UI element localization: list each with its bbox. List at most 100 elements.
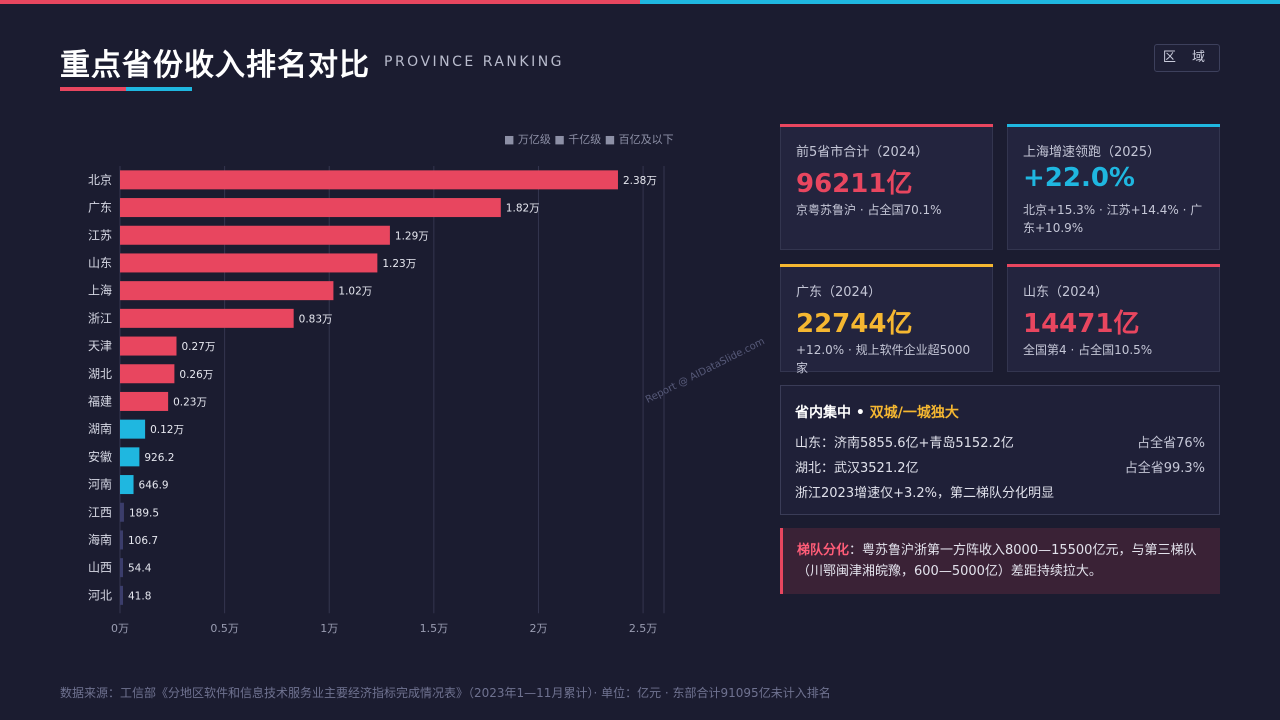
tier-callout: 梯队分化：粤苏鲁沪浙第一方阵收入8000—15500亿元，与第三梯队（川鄂闽津湘… bbox=[780, 528, 1220, 594]
data-label: 926.2 bbox=[144, 452, 174, 464]
data-label: 0.26万 bbox=[179, 369, 213, 381]
category-label: 安徽 bbox=[88, 449, 112, 464]
bar bbox=[120, 336, 177, 356]
category-label: 山西 bbox=[88, 561, 112, 575]
card-value: 96211亿 bbox=[796, 169, 913, 199]
title-underline-red bbox=[60, 87, 126, 91]
kpi-card-shandong: 山东（2024） 14471亿 全国第4 · 占全国10.5% bbox=[1007, 264, 1220, 372]
top-accent-bar-red bbox=[0, 0, 640, 4]
card-label: 广东（2024） bbox=[796, 285, 882, 300]
concentration-row-share: 占全省76% bbox=[1137, 436, 1205, 451]
tier-callout-body: ：粤苏鲁沪浙第一方阵收入8000—15500亿元，与第三梯队（川鄂闽津湘皖豫，6… bbox=[797, 543, 1197, 579]
card-note: 京粤苏鲁沪 · 占全国70.1% bbox=[796, 203, 942, 217]
data-label: 106.7 bbox=[128, 535, 158, 547]
x-tick-label: 1.5万 bbox=[420, 622, 449, 635]
concentration-row-text: 山东：济南5855.6亿+青岛5152.2亿 bbox=[795, 436, 1014, 451]
category-label: 河南 bbox=[88, 477, 112, 492]
bar bbox=[120, 198, 501, 218]
concentration-title: 省内集中 • 双城/一城独大 bbox=[795, 402, 959, 422]
concentration-panel: 省内集中 • 双城/一城独大 山东：济南5855.6亿+青岛5152.2亿 占全… bbox=[780, 385, 1220, 515]
data-label: 1.82万 bbox=[506, 203, 540, 215]
region-button[interactable]: 区 域 bbox=[1154, 44, 1220, 72]
tier-callout-label: 梯队分化 bbox=[797, 543, 850, 558]
x-tick-label: 0.5万 bbox=[210, 622, 239, 635]
bar bbox=[120, 225, 390, 245]
data-label: 0.27万 bbox=[181, 341, 215, 353]
bar bbox=[120, 281, 334, 301]
bar bbox=[120, 419, 146, 439]
concentration-row-share: 占全省99.3% bbox=[1124, 461, 1205, 476]
title-underline-blue bbox=[126, 87, 192, 91]
data-label: 54.4 bbox=[128, 563, 152, 575]
category-label: 江西 bbox=[88, 505, 112, 519]
kpi-card-top5-total: 前5省市合计（2024） 96211亿 京粤苏鲁沪 · 占全国70.1% bbox=[780, 124, 993, 250]
bar bbox=[120, 558, 123, 578]
data-label: 646.9 bbox=[139, 480, 169, 492]
data-label: 1.02万 bbox=[338, 286, 372, 298]
footer-source: 数据来源：工信部《分地区软件和信息技术服务业主要经济指标完成情况表》（2023年… bbox=[60, 686, 831, 700]
concentration-highlight: 双城/一城独大 bbox=[869, 405, 959, 421]
bar bbox=[120, 253, 378, 273]
kpi-card-guangdong: 广东（2024） 22744亿 +12.0% · 规上软件企业超5000家 bbox=[780, 264, 993, 375]
card-note: +12.0% · 规上软件企业超5000家 bbox=[796, 343, 971, 375]
category-label: 天津 bbox=[88, 339, 112, 353]
bar bbox=[120, 530, 123, 550]
x-tick-label: 2万 bbox=[529, 622, 547, 635]
card-label: 前5省市合计（2024） bbox=[796, 145, 929, 160]
data-label: 41.8 bbox=[128, 590, 151, 602]
top-accent-bar-blue bbox=[640, 0, 1280, 4]
card-accent-bar bbox=[1007, 264, 1220, 267]
bar bbox=[120, 585, 123, 605]
card-label: 上海增速领跑（2025） bbox=[1023, 145, 1161, 160]
data-label: 2.38万 bbox=[623, 175, 657, 187]
page-subtitle: PROVINCE RANKING bbox=[384, 54, 565, 70]
x-tick-label: 1万 bbox=[320, 622, 338, 635]
x-tick-label: 2.5万 bbox=[629, 622, 658, 635]
data-label: 1.23万 bbox=[382, 258, 416, 270]
category-label: 山东 bbox=[88, 256, 112, 270]
concentration-row: 湖北：武汉3521.2亿 占全省99.3% bbox=[795, 457, 1205, 476]
category-label: 湖南 bbox=[88, 421, 112, 436]
bar bbox=[120, 447, 140, 467]
concentration-row-text: 浙江2023增速仅+3.2%，第二梯队分化明显 bbox=[795, 486, 1055, 501]
card-accent-bar bbox=[780, 264, 993, 267]
card-label: 山东（2024） bbox=[1023, 285, 1109, 300]
card-value: 14471亿 bbox=[1023, 309, 1140, 339]
category-label: 江苏 bbox=[88, 228, 112, 242]
card-accent-bar bbox=[1007, 124, 1220, 127]
concentration-row: 浙江2023增速仅+3.2%，第二梯队分化明显 bbox=[795, 482, 1205, 501]
category-label: 河北 bbox=[88, 588, 112, 602]
concentration-row-text: 湖北：武汉3521.2亿 bbox=[795, 461, 919, 476]
bar bbox=[120, 364, 175, 384]
bar bbox=[120, 170, 618, 190]
tier-callout-text: 梯队分化：粤苏鲁沪浙第一方阵收入8000—15500亿元，与第三梯队（川鄂闽津湘… bbox=[797, 540, 1206, 582]
bar bbox=[120, 502, 124, 522]
page-title: 重点省份收入排名对比 bbox=[60, 48, 370, 83]
x-tick-label: 0万 bbox=[111, 622, 129, 635]
bar bbox=[120, 391, 169, 411]
card-value: 22744亿 bbox=[796, 309, 913, 339]
chart-legend: ■ 万亿级 ■ 千亿级 ■ 百亿及以下 bbox=[504, 133, 674, 146]
card-accent-bar bbox=[780, 124, 993, 127]
category-label: 福建 bbox=[88, 393, 112, 408]
category-label: 上海 bbox=[88, 283, 112, 298]
bullet-dot: • bbox=[855, 405, 870, 421]
bar bbox=[120, 308, 294, 328]
data-label: 189.5 bbox=[129, 507, 159, 519]
category-label: 北京 bbox=[88, 173, 112, 187]
concentration-row: 山东：济南5855.6亿+青岛5152.2亿 占全省76% bbox=[795, 432, 1205, 451]
kpi-card-shanghai-growth: 上海增速领跑（2025） +22.0% 北京+15.3% · 江苏+14.4% … bbox=[1007, 124, 1220, 250]
category-label: 广东 bbox=[88, 201, 112, 215]
data-label: 0.83万 bbox=[299, 313, 333, 325]
card-note: 全国第4 · 占全国10.5% bbox=[1023, 343, 1153, 357]
category-label: 海南 bbox=[88, 532, 112, 547]
concentration-title-label: 省内集中 bbox=[795, 405, 851, 421]
bar bbox=[120, 475, 134, 495]
data-label: 1.29万 bbox=[395, 230, 429, 242]
card-value: +22.0% bbox=[1023, 163, 1135, 193]
category-label: 湖北 bbox=[88, 366, 112, 381]
data-label: 0.12万 bbox=[150, 424, 184, 436]
card-note: 北京+15.3% · 江苏+14.4% · 广东+10.9% bbox=[1023, 203, 1203, 235]
data-label: 0.23万 bbox=[173, 396, 207, 408]
